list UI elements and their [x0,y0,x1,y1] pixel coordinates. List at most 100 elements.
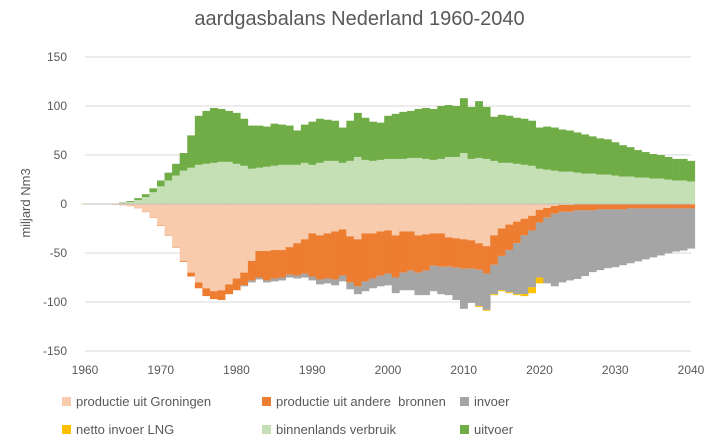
bar-segment [535,277,544,284]
bar-segment [520,294,529,297]
bar-segment [308,233,317,277]
bar-segment [467,268,476,303]
bar-segment [361,159,370,204]
bar-segment [459,268,468,309]
x-tick-label: 2030 [602,363,629,377]
y-tick-label: 0 [60,197,67,211]
bar-segment [641,152,650,178]
bar-segment [475,269,483,306]
bar-segment [505,250,514,293]
bar-segment [209,162,218,204]
bar-segment [505,292,514,294]
bar-segment [687,204,696,209]
bar-segment [399,272,408,291]
bar-segment [452,267,461,301]
bar-segment [338,229,347,276]
bar-segment [369,278,377,289]
bar-segment [263,166,271,204]
bar-segment [331,231,340,280]
bar-segment [293,243,302,276]
bar-segment [429,159,438,204]
bar-segment [376,275,385,287]
bar-segment [179,204,188,261]
bar-segment [300,124,309,163]
x-tick-label: 1970 [147,363,174,377]
bar-segment [316,279,324,285]
bar-segment [528,120,537,166]
bar-segment [384,115,393,159]
bar-segment [202,288,211,297]
bar-segment [414,157,423,204]
bar-segment [543,207,552,218]
bar-segment [467,106,476,159]
bar-segment [361,117,370,160]
bar-segment [399,204,408,232]
bar-segment [543,217,552,284]
bar-segment [573,132,582,173]
bar-segment [634,204,643,209]
bar-segment [429,108,438,160]
bar-segment [399,231,408,273]
bar-segment [497,114,506,163]
bar-segment [316,204,324,236]
bar-segment [194,164,203,204]
bar-segment [225,204,234,285]
bar-segment [679,204,688,209]
bar-segment [452,204,461,239]
bar-segment [505,162,514,204]
bar-segment [672,180,680,204]
bar-segment [520,218,529,236]
bar-segment [141,194,150,198]
bar-segment [656,178,665,204]
bar-segment [497,162,506,204]
bar-segment [353,204,362,240]
bar-segment [429,233,438,266]
bar-segment [194,282,203,289]
bar-segment [687,181,696,204]
bar-segment [247,125,256,169]
bar-segment [520,164,529,204]
bar-segment [611,175,620,204]
legend-item: invoer [460,394,509,409]
bar-segment [475,101,483,158]
bar-segment [520,204,529,219]
legend-swatch [62,425,71,434]
bar-segment [376,159,385,204]
bar-segment [202,163,211,204]
bar-segment [558,204,567,212]
bar-segment [444,237,453,267]
bar-segment [437,158,446,204]
bar-segment [209,107,218,163]
bar-segment [361,233,370,282]
bar-segment [588,173,597,204]
bar-segment [596,209,605,271]
bar-segment [225,161,234,204]
bar-segment [467,158,476,204]
legend-item: binnenlands verbruik [262,422,396,437]
bar-segment [649,208,658,258]
bar-segment [649,178,658,204]
legend-item: uitvoer [460,422,513,437]
bar-segment [444,156,453,204]
bar-segment [649,154,658,179]
bar-segment [346,120,355,161]
bar-segment [255,277,264,280]
bar-segment [505,115,514,163]
legend-swatch [262,425,271,434]
bar-segment [619,204,627,210]
bar-segment [581,173,590,204]
bar-segment [361,281,370,292]
bar-segment [535,222,544,278]
bar-segment [437,106,446,159]
bar-segment [316,162,324,204]
bar-segment [308,121,317,165]
bar-segment [406,270,415,291]
bar-segment [293,204,302,244]
bar-segment [679,208,688,251]
legend-item: productie uit andere bronnen [262,394,446,409]
bar-segment [490,204,499,236]
bar-segment [497,255,506,291]
bar-segment [323,160,332,204]
bar-segment [603,204,612,210]
bar-segment [293,275,302,279]
